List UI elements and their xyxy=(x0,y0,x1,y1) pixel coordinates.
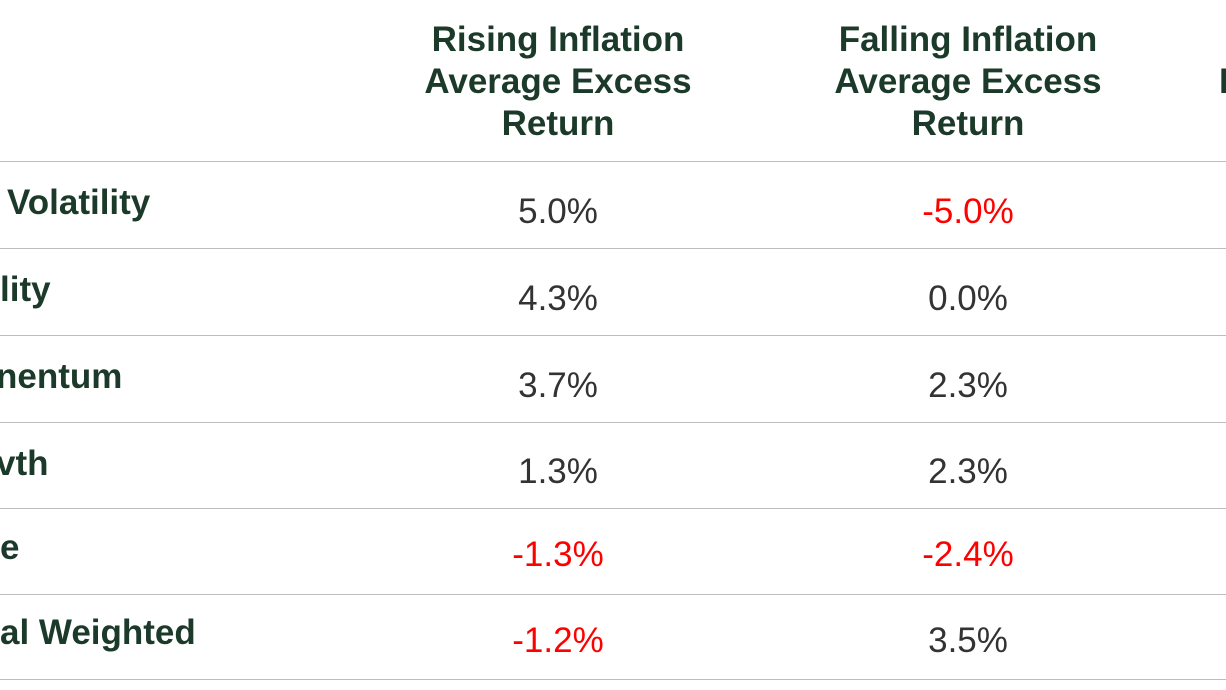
header-rising-line-1: Rising Inflation xyxy=(431,20,685,59)
header-falling-line-2: Average Excess xyxy=(834,62,1102,101)
value-cell-rising: -1.3% xyxy=(512,535,604,574)
header-rising-line-3: Return xyxy=(501,104,615,143)
header-falling-line-3: Return xyxy=(911,104,1025,143)
row-rule xyxy=(0,248,1226,249)
value-cell-rising: 3.7% xyxy=(518,366,598,405)
header-falling-line-1: Falling Inflation xyxy=(838,20,1098,59)
header-cut-off-line: I xyxy=(1219,62,1226,101)
value-cell-falling: 2.3% xyxy=(928,366,1008,405)
value-cell-falling: 3.5% xyxy=(928,621,1008,660)
header-rising-inflation: Rising Inflation Average Excess Return xyxy=(338,19,778,145)
value-cell-falling: -5.0% xyxy=(922,192,1014,231)
header-rule xyxy=(0,161,1226,162)
row-label: vth xyxy=(0,444,49,483)
header-cut-off-column: I xyxy=(1219,19,1226,103)
value-cell-falling: 0.0% xyxy=(928,279,1008,318)
value-cell-falling: -2.4% xyxy=(922,535,1014,574)
row-rule xyxy=(0,594,1226,595)
value-cell-rising: 4.3% xyxy=(518,279,598,318)
value-cell-rising: 5.0% xyxy=(518,192,598,231)
value-cell-rising: -1.2% xyxy=(512,621,604,660)
row-label: al Weighted xyxy=(0,613,196,652)
value-cell-falling: 2.3% xyxy=(928,452,1008,491)
row-rule xyxy=(0,508,1226,509)
row-label: lity xyxy=(0,270,51,309)
row-label: e xyxy=(0,528,20,567)
header-falling-inflation: Falling Inflation Average Excess Return xyxy=(748,19,1188,145)
row-label: nentum xyxy=(0,357,123,396)
row-rule xyxy=(0,679,1226,680)
row-rule xyxy=(0,422,1226,423)
row-label: Volatility xyxy=(7,183,151,222)
row-rule xyxy=(0,335,1226,336)
value-cell-rising: 1.3% xyxy=(518,452,598,491)
header-rising-line-2: Average Excess xyxy=(424,62,692,101)
